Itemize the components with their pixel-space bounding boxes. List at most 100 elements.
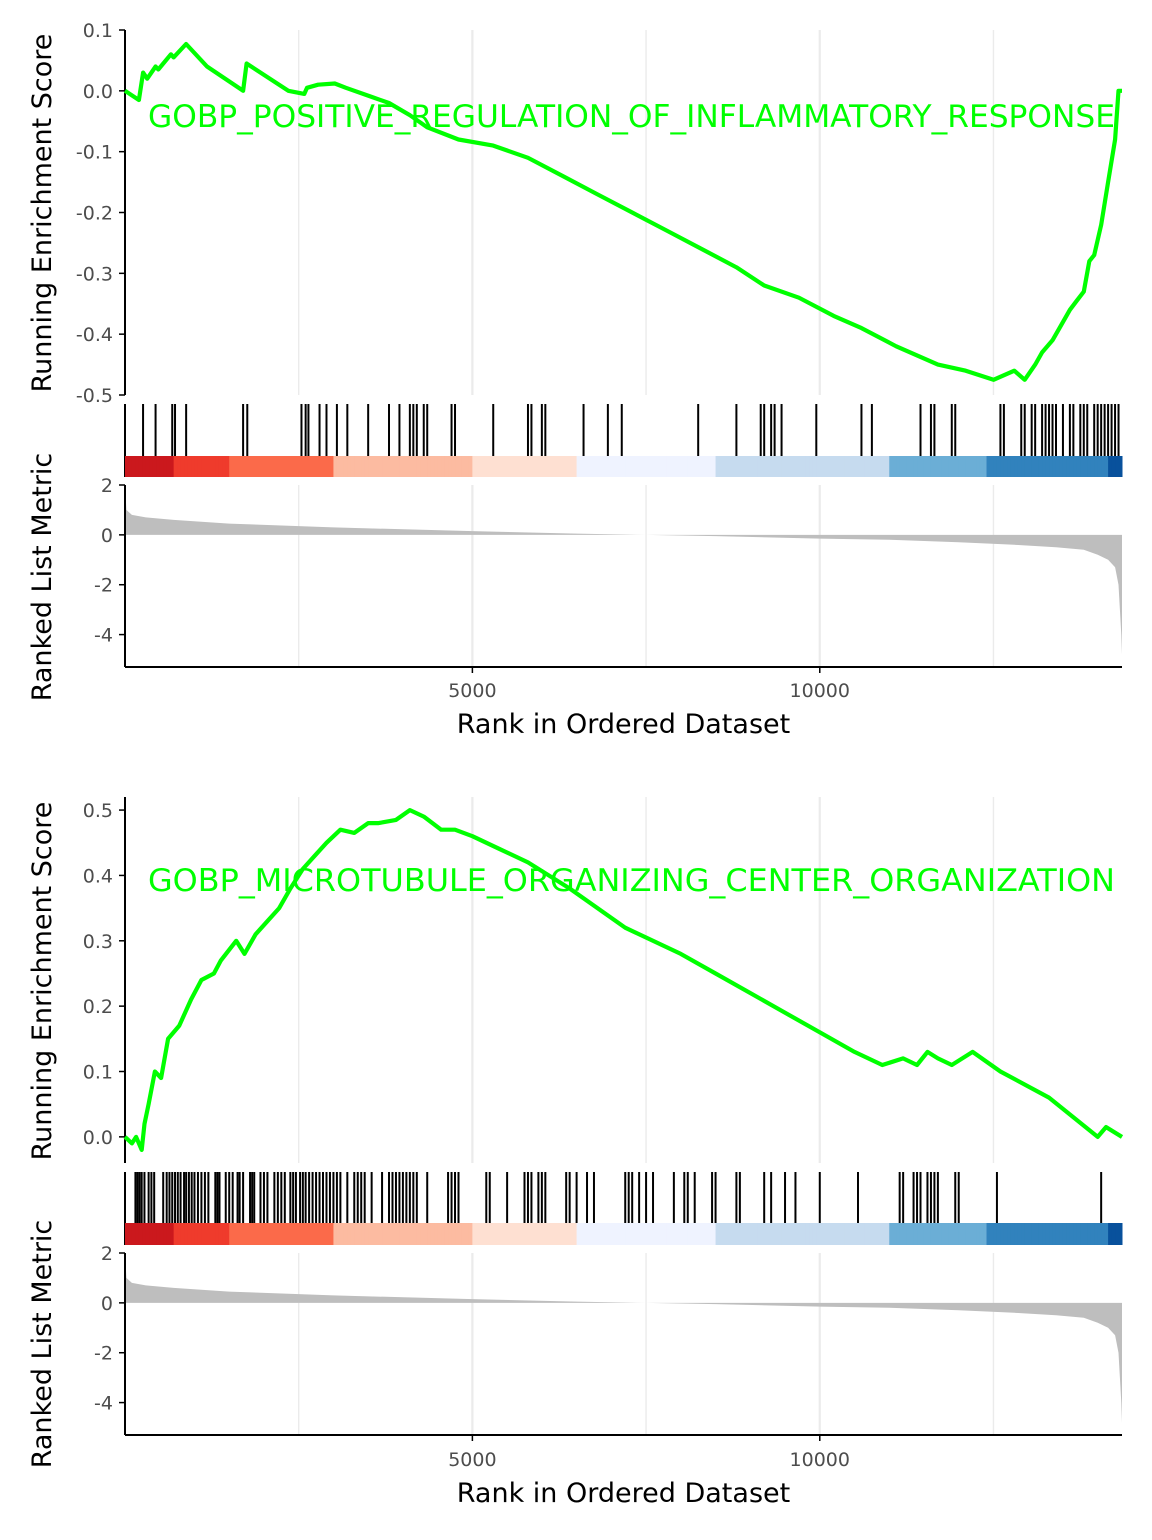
color-band-segment	[451, 1223, 456, 1245]
color-band-segment	[663, 1223, 668, 1245]
y-tick-label: 0.2	[83, 996, 113, 1018]
color-band-segment	[260, 456, 265, 477]
color-band-segment	[917, 1223, 922, 1245]
color-band-segment	[1115, 1223, 1120, 1245]
color-band-segment	[746, 456, 751, 477]
color-band-segment	[847, 456, 852, 477]
x-tick-label: 10000	[790, 680, 850, 702]
color-band-segment	[562, 1223, 567, 1245]
color-band-segment	[764, 1223, 769, 1245]
color-band-segment	[475, 456, 480, 477]
color-band-segment	[347, 456, 352, 477]
color-band-segment	[392, 456, 397, 477]
color-band-segment	[983, 456, 988, 477]
color-band-segment	[969, 456, 974, 477]
color-band-segment	[854, 1223, 859, 1245]
color-band-segment	[732, 1223, 737, 1245]
color-band-segment	[336, 1223, 341, 1245]
color-band-segment	[500, 1223, 505, 1245]
color-band-segment	[142, 1223, 147, 1245]
color-band-segment	[611, 1223, 616, 1245]
color-band-segment	[1108, 1223, 1113, 1245]
color-band-segment	[246, 1223, 251, 1245]
color-band-segment	[781, 1223, 786, 1245]
color-band-segment	[951, 456, 956, 477]
color-band-segment	[837, 456, 842, 477]
color-band-segment	[1035, 456, 1040, 477]
color-band-segment	[1069, 456, 1074, 477]
color-band-segment	[944, 456, 949, 477]
color-band-segment	[1000, 1223, 1005, 1245]
color-band-segment	[854, 456, 859, 477]
color-band-segment	[875, 1223, 880, 1245]
color-band-segment	[194, 1223, 199, 1245]
color-band-segment	[955, 456, 960, 477]
color-band-segment	[371, 1223, 376, 1245]
color-band-segment	[489, 456, 494, 477]
color-band-segment	[604, 456, 609, 477]
color-band-segment	[427, 1223, 432, 1245]
color-band-segment	[871, 456, 876, 477]
color-band-segment	[583, 456, 588, 477]
y-tick-label: 0.3	[83, 931, 113, 953]
color-band-segment	[910, 456, 915, 477]
color-band-segment	[1038, 1223, 1043, 1245]
color-band-segment	[149, 1223, 154, 1245]
color-band-segment	[521, 456, 525, 477]
color-band-segment	[903, 1223, 908, 1245]
color-band-segment	[333, 1223, 338, 1245]
color-band-segment	[1035, 1223, 1040, 1245]
color-band-segment	[639, 456, 644, 477]
color-band-segment	[746, 1223, 751, 1245]
color-band-segment	[659, 456, 664, 477]
color-band-segment	[496, 1223, 501, 1245]
color-band-segment	[1000, 456, 1005, 477]
color-band-segment	[715, 1223, 720, 1245]
color-band-segment	[316, 1223, 321, 1245]
color-band-segment	[812, 456, 817, 477]
color-band-segment	[329, 1223, 334, 1245]
color-band-segment	[298, 1223, 303, 1245]
color-band-segment	[621, 1223, 626, 1245]
color-band-segment	[1073, 1223, 1078, 1245]
color-band-segment	[385, 1223, 390, 1245]
color-band-segment	[131, 1223, 136, 1245]
ranked-metric-area	[125, 1253, 1122, 1423]
y-tick-label: 0.1	[83, 20, 113, 42]
color-band-segment	[906, 456, 911, 477]
color-band-segment	[277, 456, 282, 477]
color-band-segment	[979, 1223, 984, 1245]
color-band-segment	[760, 456, 765, 477]
color-band-segment	[698, 1223, 703, 1245]
color-band-segment	[694, 456, 699, 477]
color-band-segment	[461, 1223, 466, 1245]
color-band-segment	[1118, 1223, 1123, 1245]
color-band-segment	[913, 456, 918, 477]
color-band-segment	[868, 456, 873, 477]
color-band-segment	[1049, 456, 1054, 477]
color-band-segment	[958, 456, 963, 477]
color-band-segment	[948, 1223, 953, 1245]
color-band-segment	[507, 456, 512, 477]
color-band-segment	[413, 1223, 418, 1245]
color-band-segment	[197, 456, 202, 477]
color-band-segment	[590, 1223, 595, 1245]
color-band-segment	[347, 1223, 352, 1245]
color-band-segment	[639, 1223, 644, 1245]
metric-y-tick-label: 0	[101, 525, 113, 547]
y-tick-label: 0.4	[83, 865, 113, 887]
color-band-segment	[263, 456, 268, 477]
metric-y-tick-label: -4	[94, 1393, 113, 1415]
color-band-segment	[965, 1223, 970, 1245]
color-band-segment	[625, 456, 630, 477]
color-band-segment	[448, 1223, 453, 1245]
color-band-segment	[798, 1223, 803, 1245]
color-band-segment	[826, 456, 831, 477]
color-band-segment	[253, 1223, 258, 1245]
color-band-segment	[722, 1223, 727, 1245]
x-axis-title: Rank in Ordered Dataset	[457, 1478, 790, 1509]
color-band-segment	[420, 1223, 425, 1245]
color-band-segment	[597, 1223, 602, 1245]
color-band-segment	[416, 456, 421, 477]
